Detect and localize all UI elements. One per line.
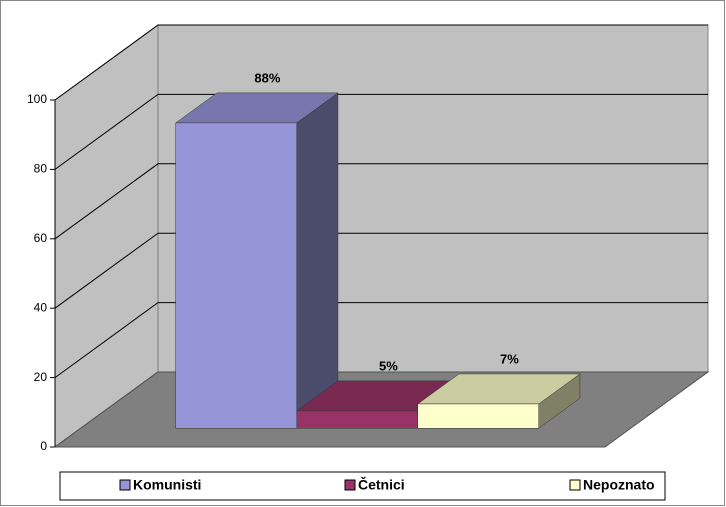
bar xyxy=(417,403,539,429)
legend-label: Četnici xyxy=(358,476,405,493)
grid-line xyxy=(54,163,708,240)
bar xyxy=(296,410,418,429)
y-tick-label: 40 xyxy=(34,300,48,314)
y-tick-label: 0 xyxy=(40,439,47,453)
value-label: 7% xyxy=(500,351,519,366)
y-tick-label: 100 xyxy=(27,92,47,106)
value-label: 88% xyxy=(254,70,280,85)
value-label: 5% xyxy=(379,358,398,373)
grid-line xyxy=(54,93,708,170)
legend-box xyxy=(59,471,666,501)
legend-swatch xyxy=(569,479,581,491)
grid-line xyxy=(54,24,708,101)
bar xyxy=(175,122,297,429)
y-tick-label: 80 xyxy=(34,162,48,176)
y-tick-label: 20 xyxy=(34,370,48,384)
bar-side xyxy=(296,92,339,429)
y-tick-label: 60 xyxy=(34,231,48,245)
legend-swatch xyxy=(344,479,356,491)
grid-line xyxy=(54,232,708,309)
grid-line xyxy=(54,302,708,379)
legend-label: Nepoznato xyxy=(583,477,655,493)
legend-label: Komunisti xyxy=(133,477,201,493)
legend-swatch xyxy=(119,479,131,491)
